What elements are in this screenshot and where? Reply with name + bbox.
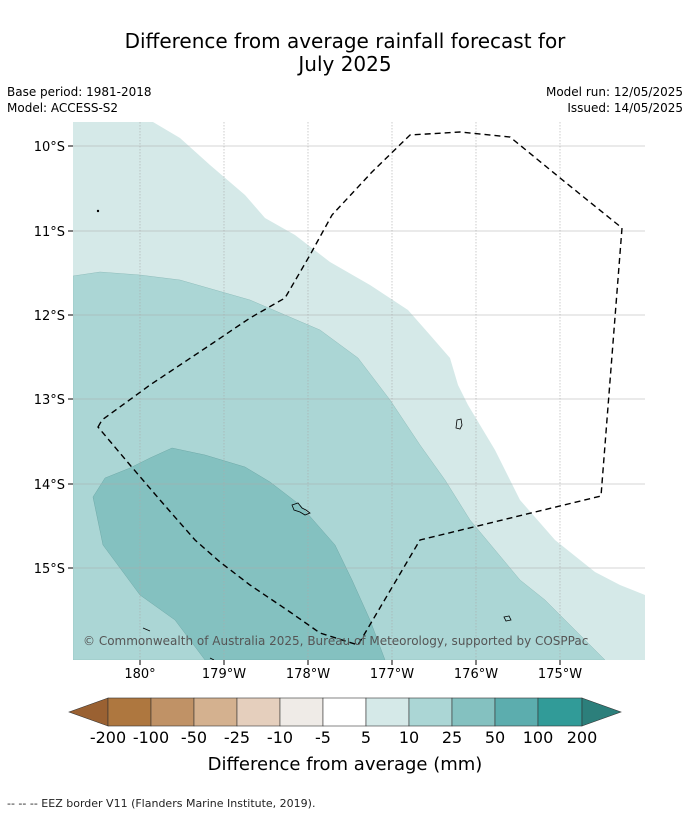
lat-label: 15°S — [34, 562, 65, 577]
lat-label: 11°S — [34, 225, 65, 240]
map-area: © Commonwealth of Australia 2025, Bureau… — [73, 122, 645, 660]
lon-label: 176°W — [454, 667, 498, 682]
colorbar-tick-label: 100 — [523, 728, 554, 747]
issued-text: Issued: 14/05/2025 — [567, 101, 683, 115]
base-period-text: Base period: 1981-2018 — [7, 85, 152, 99]
colorbar-tick-label: 200 — [567, 728, 598, 747]
map-ticks — [68, 145, 561, 665]
island-central — [291, 502, 311, 516]
model-text: Model: ACCESS-S2 — [7, 101, 119, 115]
lat-label: 13°S — [34, 393, 65, 408]
colorbar-tick-label: 5 — [361, 728, 371, 747]
lon-label: 179°W — [202, 667, 246, 682]
lat-label: 14°S — [34, 478, 65, 493]
zone-25-to-50 — [92, 447, 386, 660]
title-line-2: July 2025 — [298, 52, 392, 76]
lon-label: 180° — [124, 667, 155, 682]
colorbar-swatch — [236, 697, 281, 727]
eez-footnote: -- -- -- EEZ border V11 (Flanders Marine… — [7, 797, 316, 810]
lon-label: 175°W — [538, 667, 582, 682]
colorbar-swatch — [494, 697, 539, 727]
zone-none-top-right — [153, 122, 645, 595]
colorbar-swatch — [408, 697, 453, 727]
island-south-west — [142, 627, 151, 632]
colorbar-tick-label: -25 — [224, 728, 250, 747]
colorbar-swatch — [451, 697, 496, 727]
lon-label: 178°W — [286, 667, 330, 682]
colorbar-extend-high — [581, 697, 622, 727]
colorbar-swatch — [279, 697, 324, 727]
colorbar-tick-label: -50 — [181, 728, 207, 747]
colorbar-title: Difference from average (mm) — [208, 754, 483, 775]
island-bottom — [209, 657, 215, 660]
colorbar-tick-label: -200 — [90, 728, 126, 747]
colorbar-tick-label: 50 — [485, 728, 505, 747]
island-south-east — [503, 615, 512, 622]
latitude-labels: 10°S 11°S 12°S 13°S 14°S 15°S — [34, 140, 65, 577]
colorbar-swatch — [537, 697, 583, 727]
grid — [73, 122, 645, 660]
lon-label: 177°W — [370, 667, 414, 682]
colorbar-tick-label: -5 — [315, 728, 331, 747]
colorbar-tick-label: -100 — [133, 728, 169, 747]
colorbar-labels: -200 -100 -50 -25 -10 -5 5 10 25 50 100 … — [90, 728, 597, 747]
model-run-text: Model run: 12/05/2025 — [545, 85, 683, 99]
map-title: Difference from average rainfall forecas… — [0, 30, 690, 76]
islands — [96, 209, 512, 660]
meta-left: Base period: 1981-2018 Model: ACCESS-S2 — [7, 84, 152, 116]
colorbar-tick-label: -10 — [267, 728, 293, 747]
lat-label: 10°S — [34, 140, 65, 155]
colorbar-extend-low — [68, 697, 109, 727]
island-east — [455, 418, 463, 430]
colorbar-swatch — [150, 697, 195, 727]
lat-label: 12°S — [34, 309, 65, 324]
title-line-1: Difference from average rainfall forecas… — [124, 29, 566, 53]
colorbar-swatch — [322, 697, 367, 727]
meta-right: Model run: 12/05/2025 Issued: 14/05/2025 — [546, 84, 683, 116]
colorbar-tick-label: 25 — [442, 728, 462, 747]
colorbar-tick-label: 10 — [399, 728, 419, 747]
colorbar — [68, 697, 622, 727]
longitude-labels: 180° 179°W 178°W 177°W 176°W 175°W — [124, 667, 582, 682]
colorbar-swatch — [365, 697, 410, 727]
colorbar-swatch — [193, 697, 238, 727]
colorbar-swatch — [107, 697, 152, 727]
copyright-text: © Commonwealth of Australia 2025, Bureau… — [83, 634, 588, 648]
